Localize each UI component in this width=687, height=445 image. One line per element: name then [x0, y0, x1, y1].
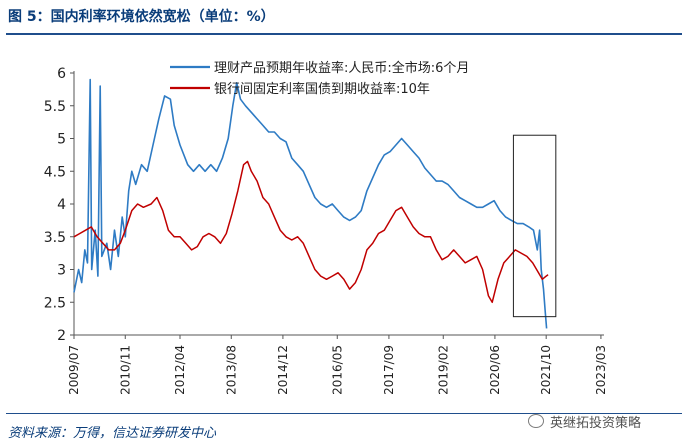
watermark: 英继拓投资策略: [528, 412, 641, 431]
y-tick-label: 3: [57, 263, 66, 279]
wechat-icon: [528, 414, 544, 428]
x-tick-label: 2010/11: [118, 345, 132, 395]
series-wealth-yield: [73, 78, 548, 329]
series-layer: [73, 78, 549, 329]
source-note: 资料来源：万得，信达证券研发中心: [8, 426, 217, 441]
x-tick-label: 2023/03: [594, 345, 608, 395]
footer-rule: [6, 413, 682, 414]
y-axis: 2 2.5 3 3.5 4 4.5 5 5.5 6: [44, 66, 75, 344]
y-tick-label: 4: [57, 197, 66, 213]
y-tick-label: 2: [57, 328, 66, 344]
x-tick-label: 2014/12: [276, 345, 290, 395]
x-tick-label: 2009/07: [67, 345, 81, 395]
y-tick-label: 3.5: [44, 230, 66, 246]
y-tick-label: 5: [57, 132, 66, 148]
legend-label: 银行间固定利率国债到期收益率:10年: [214, 81, 430, 97]
x-tick-label: 2017/09: [382, 345, 396, 395]
y-tick-label: 2.5: [44, 295, 66, 311]
page-title: 图 5：国内利率环境依然宽松（单位：%）: [8, 9, 275, 25]
x-tick-label: 2016/05: [330, 345, 344, 395]
x-axis: 2009/07 2010/11 2012/04 2013/08 2014/12 2016/…: [67, 334, 608, 395]
x-tick-label: 2020/06: [488, 345, 502, 395]
watermark-text: 英继拓投资策略: [550, 416, 642, 431]
y-tick-label: 6: [57, 66, 66, 82]
line-chart: 22.533.544.555.56 2009/07 2010/11 2012/04 2…: [44, 60, 608, 395]
highlight-box: [512, 134, 557, 318]
x-tick-label: 2019/02: [436, 345, 450, 395]
highlight-layer: [512, 134, 557, 318]
series-bond-yield: [73, 160, 549, 304]
x-tick-label: 2013/08: [224, 345, 238, 395]
y-tick-label: 5.5: [44, 99, 66, 115]
title-rule: [6, 33, 682, 35]
x-tick-label: 2012/04: [173, 345, 187, 395]
y-tick-label: 4.5: [44, 164, 66, 180]
legend-label: 理财产品预期年收益率:人民币:全市场:6个月: [214, 60, 469, 76]
x-tick-label: 2021/10: [539, 345, 553, 395]
